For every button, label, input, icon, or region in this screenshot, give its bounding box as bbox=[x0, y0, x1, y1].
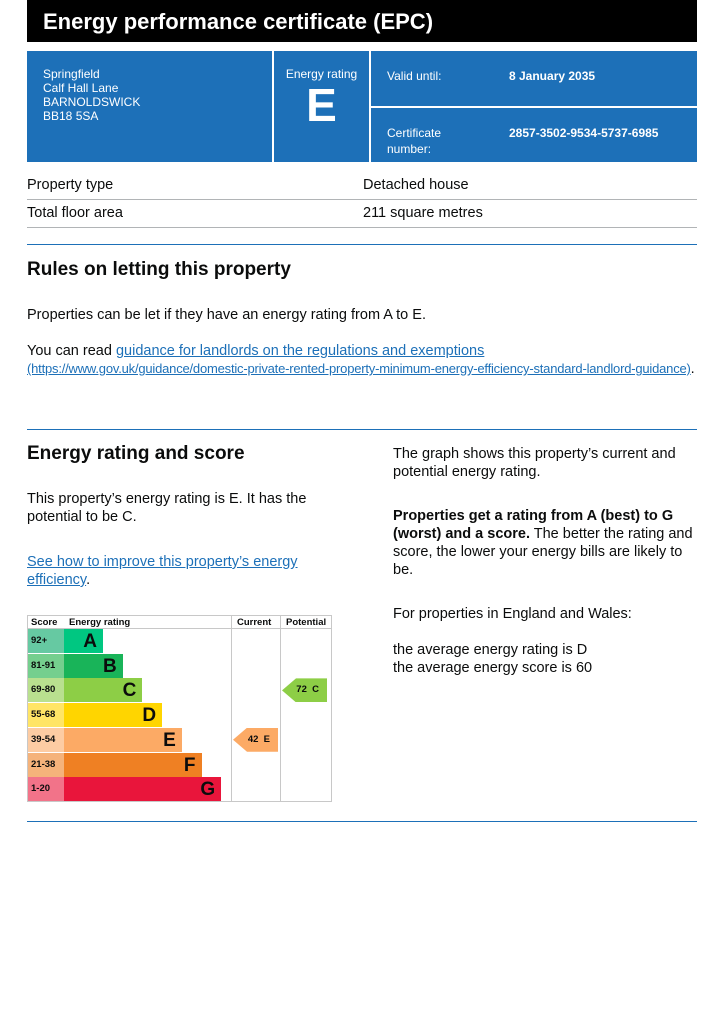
letting-guidance: You can read guidance for landlords on t… bbox=[27, 342, 699, 378]
page-title: Energy performance certificate (EPC) bbox=[27, 0, 697, 42]
valid-until-value: 8 January 2035 bbox=[509, 69, 596, 83]
address-line: BARNOLDSWICK bbox=[43, 95, 141, 109]
divider bbox=[27, 429, 697, 430]
graph-description: The graph shows this property’s current … bbox=[393, 446, 676, 480]
score-range-f: 21-38 bbox=[28, 752, 64, 777]
average-rating: the average energy rating is D bbox=[393, 642, 588, 658]
floor-area-label: Total floor area bbox=[27, 205, 123, 221]
letting-heading: Rules on letting this property bbox=[27, 259, 291, 280]
england-wales-text: For properties in England and Wales: bbox=[393, 606, 632, 622]
header-current: Current bbox=[237, 617, 272, 628]
rating-bar-g: G bbox=[64, 777, 222, 802]
rating-explanation: Properties get a rating from A (best) to… bbox=[393, 507, 698, 579]
energy-heading: Energy rating and score bbox=[27, 443, 245, 464]
valid-until-label: Valid until: bbox=[387, 69, 442, 83]
floor-area-value: 211 square metres bbox=[363, 205, 483, 221]
header-potential: Potential bbox=[286, 617, 327, 628]
rating-bar-f: F bbox=[64, 752, 202, 777]
letting-text: Properties can be let if they have an en… bbox=[27, 307, 426, 323]
property-type-value: Detached house bbox=[363, 177, 469, 193]
certificate-label: number: bbox=[387, 142, 432, 156]
score-range-a: 92+ bbox=[28, 629, 64, 653]
score-range-d: 55-68 bbox=[28, 703, 64, 728]
column-divider bbox=[231, 616, 232, 801]
column-divider bbox=[280, 616, 281, 801]
energy-rating-label: Energy rating bbox=[285, 67, 358, 81]
chart-header bbox=[28, 616, 331, 629]
score-range-b: 81-91 bbox=[28, 653, 64, 678]
energy-rating-box: Energy rating E bbox=[274, 51, 369, 162]
text: You can read bbox=[27, 343, 116, 359]
rating-bar-b: B bbox=[64, 653, 123, 678]
text: . bbox=[86, 572, 91, 588]
energy-rating-chart: Score Energy rating Current Potential 92… bbox=[27, 615, 332, 802]
bold-text: Properties get a rating from A (best) to… bbox=[393, 508, 674, 542]
property-type-label: Property type bbox=[27, 177, 114, 193]
improve-link[interactable]: See how to improve this property’s energ… bbox=[27, 554, 298, 588]
certificate-value: 2857-3502-9534-5737-6985 bbox=[509, 126, 659, 140]
rating-bar-c: C bbox=[64, 678, 143, 703]
rating-bar-e: E bbox=[64, 727, 182, 752]
current-rating-arrow: 42 E bbox=[233, 727, 278, 752]
potential-rating-arrow: 72 C bbox=[282, 678, 327, 703]
average-score: the average energy score is 60 bbox=[393, 660, 593, 676]
floor-area-row: Total floor area 211 square metres bbox=[27, 200, 697, 228]
guidance-url-link[interactable]: (https://www.gov.uk/guidance/domestic-pr… bbox=[27, 361, 691, 376]
header-score: Score bbox=[31, 617, 58, 628]
address-postcode: BB18 5SA bbox=[43, 109, 99, 123]
score-range-c: 69-80 bbox=[28, 678, 64, 703]
improve-text: See how to improve this property’s energ… bbox=[27, 553, 347, 589]
address-line: Calf Hall Lane bbox=[43, 81, 119, 95]
divider bbox=[27, 821, 697, 822]
header-energy-rating: Energy rating bbox=[69, 617, 131, 628]
property-type-row: Property type Detached house bbox=[27, 172, 697, 200]
divider bbox=[27, 244, 697, 245]
address-line: Springfield bbox=[43, 67, 100, 81]
rating-bar-a: A bbox=[64, 629, 103, 653]
address: Springfield Calf Hall Lane BARNOLDSWICK … bbox=[27, 51, 272, 162]
rating-bar-d: D bbox=[64, 703, 163, 728]
guidance-link[interactable]: guidance for landlords on the regulation… bbox=[115, 343, 485, 359]
certificate-label: Certificate bbox=[387, 126, 442, 140]
energy-rating-value: E bbox=[306, 79, 337, 131]
valid-until: Valid until: 8 January 2035 bbox=[371, 51, 697, 106]
certificate-number: Certificate number: 2857-3502-9534-5737-… bbox=[371, 108, 697, 162]
text: . bbox=[690, 361, 695, 377]
energy-text: This property’s energy rating is E. It h… bbox=[27, 491, 307, 525]
text: The better the rating and score, the low… bbox=[393, 526, 693, 578]
score-range-g: 1-20 bbox=[28, 777, 64, 802]
score-range-e: 39-54 bbox=[28, 727, 64, 752]
